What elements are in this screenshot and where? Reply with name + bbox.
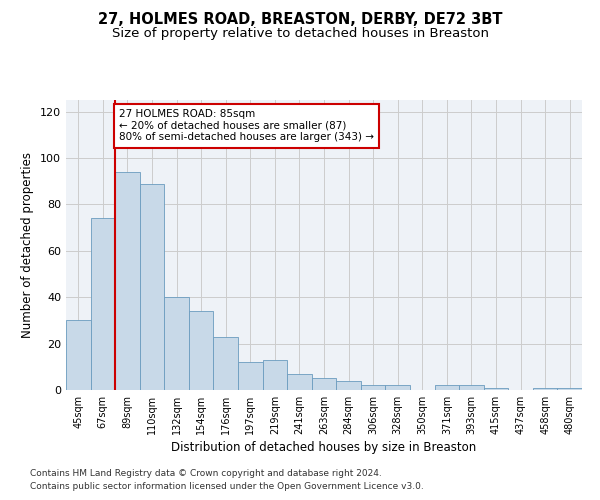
Bar [66,320,91,390]
Bar [533,388,557,390]
Bar [140,184,164,390]
Bar [115,172,140,390]
X-axis label: Distribution of detached houses by size in Breaston: Distribution of detached houses by size … [172,441,476,454]
Text: 27 HOLMES ROAD: 85sqm
← 20% of detached houses are smaller (87)
80% of semi-deta: 27 HOLMES ROAD: 85sqm ← 20% of detached … [119,110,374,142]
Bar [287,374,312,390]
Y-axis label: Number of detached properties: Number of detached properties [22,152,34,338]
Bar [434,386,459,390]
Bar [557,388,582,390]
Bar [238,362,263,390]
Bar [189,311,214,390]
Bar [164,297,189,390]
Bar [459,386,484,390]
Text: 27, HOLMES ROAD, BREASTON, DERBY, DE72 3BT: 27, HOLMES ROAD, BREASTON, DERBY, DE72 3… [98,12,502,28]
Text: Contains public sector information licensed under the Open Government Licence v3: Contains public sector information licen… [30,482,424,491]
Bar [484,388,508,390]
Text: Size of property relative to detached houses in Breaston: Size of property relative to detached ho… [112,28,488,40]
Bar [91,218,115,390]
Bar [336,380,361,390]
Bar [214,336,238,390]
Bar [263,360,287,390]
Bar [312,378,336,390]
Bar [361,386,385,390]
Text: Contains HM Land Registry data © Crown copyright and database right 2024.: Contains HM Land Registry data © Crown c… [30,468,382,477]
Bar [385,386,410,390]
